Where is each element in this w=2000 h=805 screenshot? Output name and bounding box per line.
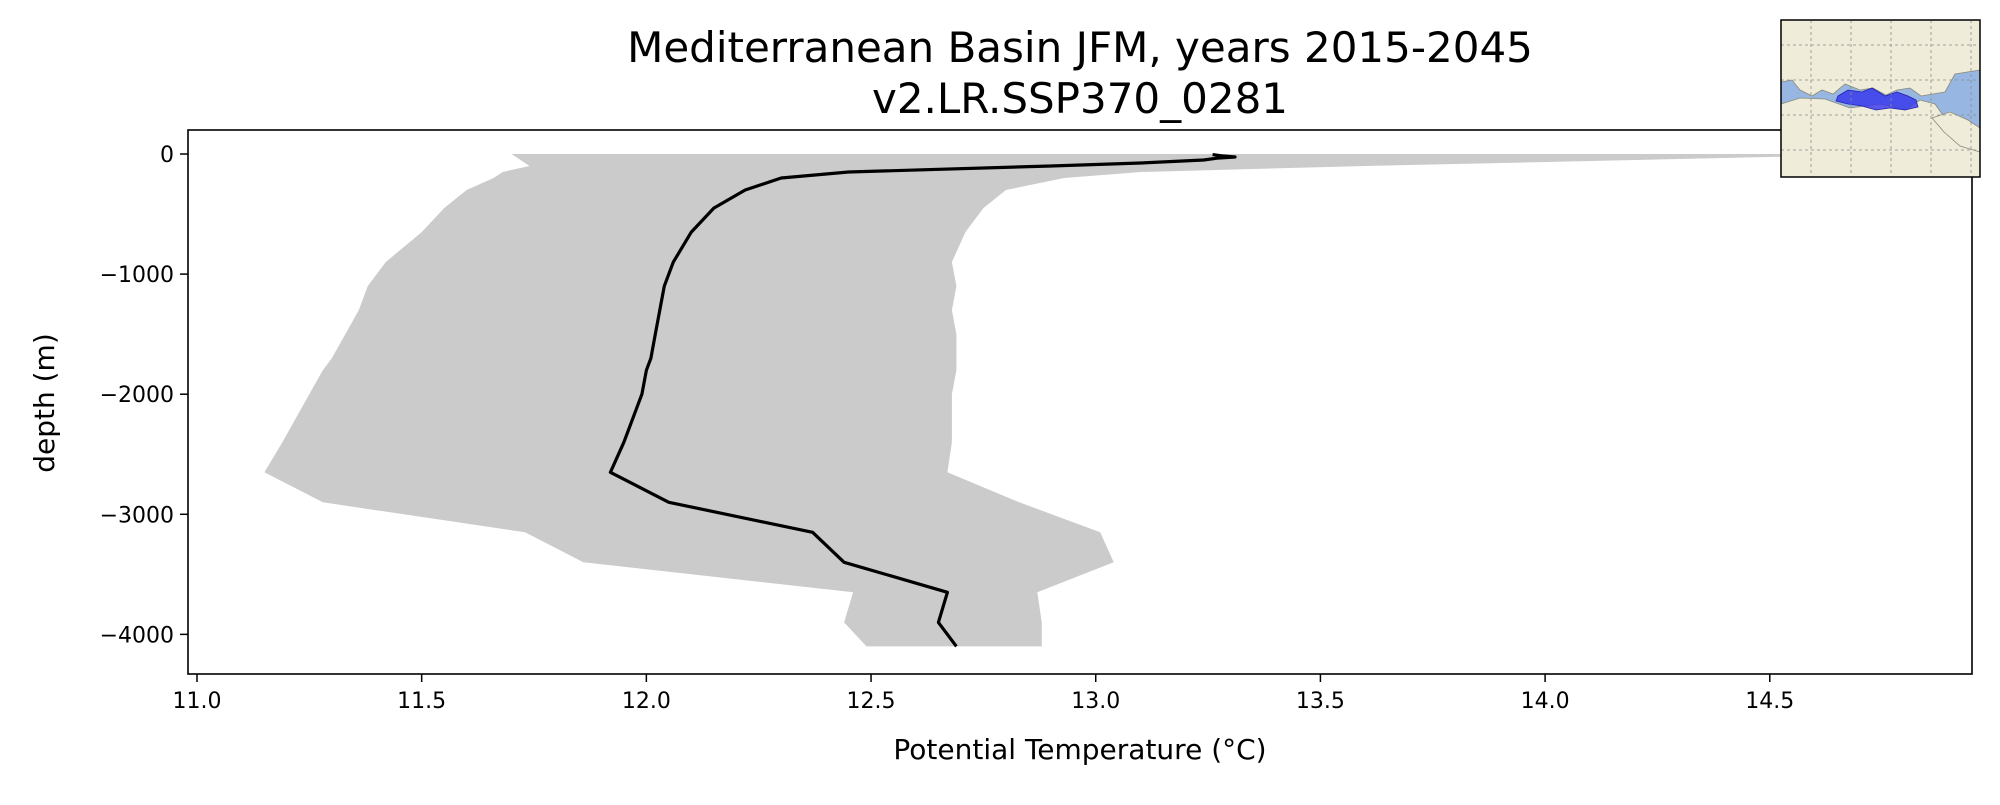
x-tick-label: 14.5 <box>1745 689 1794 714</box>
x-tick-label: 13.5 <box>1296 689 1345 714</box>
chart-subtitle: v2.LR.SSP370_0281 <box>872 74 1288 123</box>
plot-frame <box>187 129 1973 675</box>
inset-frame <box>1780 19 1981 178</box>
temperature-range-band <box>264 154 1905 647</box>
x-axis-label: Potential Temperature (°C) <box>893 733 1266 766</box>
axes: 11.0 11.5 12.0 12.5 13.0 13.5 14.0 14.5 0 −1000 −2… <box>100 129 1973 714</box>
mediterranean-region-highlight <box>1835 87 1919 111</box>
x-tick-label: 12.0 <box>622 689 671 714</box>
plot-area <box>264 153 1905 648</box>
x-tick-label: 13.0 <box>1071 689 1120 714</box>
y-tick-label: −1000 <box>100 263 174 288</box>
x-tick-label: 12.5 <box>847 689 896 714</box>
x-tick-label: 14.0 <box>1521 689 1570 714</box>
chart-title: Mediterranean Basin JFM, years 2015-2045 <box>627 23 1533 72</box>
y-tick-label: −4000 <box>100 623 174 648</box>
x-tick-label: 11.0 <box>172 689 221 714</box>
x-tick-label: 11.5 <box>397 689 446 714</box>
y-tick-label: 0 <box>160 143 174 168</box>
y-tick-label: −3000 <box>100 503 174 528</box>
y-tick-label: −2000 <box>100 383 174 408</box>
map-gridlines <box>1781 20 1980 177</box>
inset-map <box>1780 19 1981 178</box>
y-axis-label: depth (m) <box>28 333 61 473</box>
data-group <box>264 153 1905 648</box>
map-land-europe <box>1780 19 1981 97</box>
series-line-0 <box>608 153 1237 648</box>
